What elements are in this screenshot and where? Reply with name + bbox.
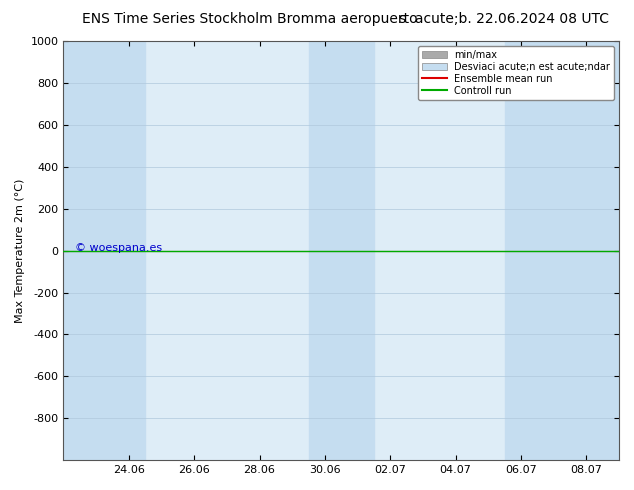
Y-axis label: Max Temperature 2m (°C): Max Temperature 2m (°C) [15,178,25,323]
Text: ENS Time Series Stockholm Bromma aeropuerto: ENS Time Series Stockholm Bromma aeropue… [82,12,418,26]
Text: © woespana.es: © woespana.es [75,244,162,253]
Legend: min/max, Desviaci acute;n est acute;ndar, Ensemble mean run, Controll run: min/max, Desviaci acute;n est acute;ndar… [418,46,614,99]
Bar [309,41,374,460]
Bar [63,41,145,460]
Bar [505,41,619,460]
Text: s  acute;b. 22.06.2024 08 UTC: s acute;b. 22.06.2024 08 UTC [399,12,609,26]
